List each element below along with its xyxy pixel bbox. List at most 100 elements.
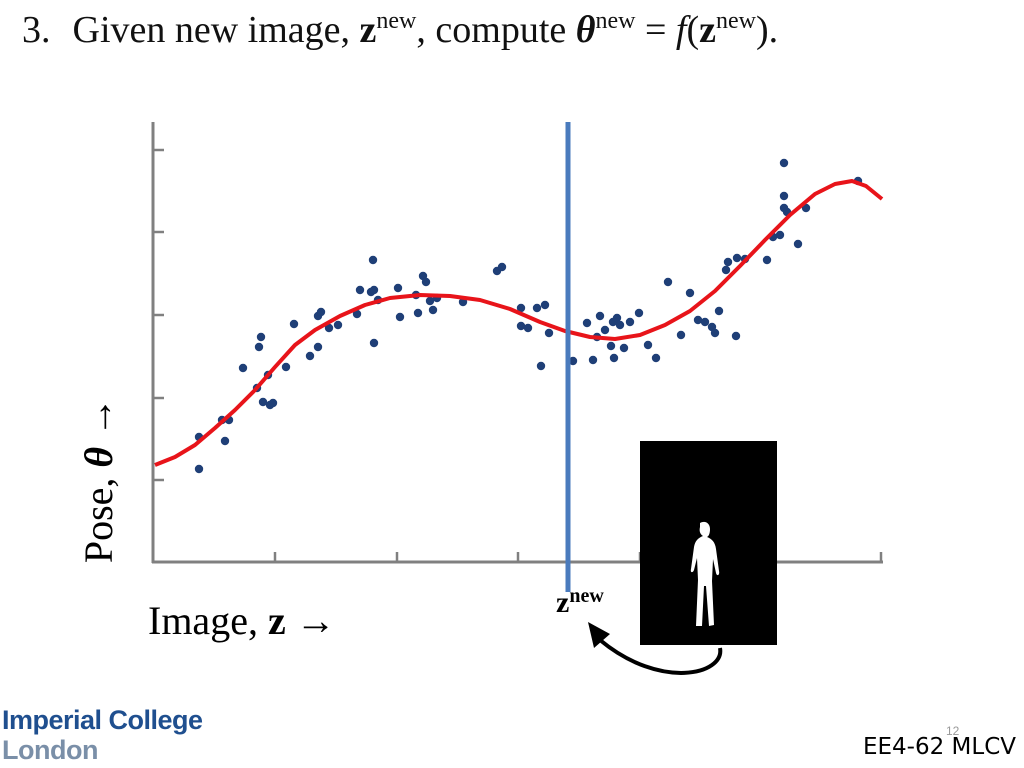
sample-dot: [395, 312, 405, 322]
sample-dot: [544, 328, 554, 338]
sample-dot: [714, 306, 724, 316]
sample-dot: [532, 303, 542, 313]
marker-label-sup: new: [569, 585, 604, 607]
slide-title: 3. Given new image, znew, compute θnew = …: [22, 8, 778, 52]
sample-dot: [606, 341, 616, 351]
y-label-text: Pose,: [76, 468, 121, 564]
sample-dot: [731, 331, 741, 341]
title-text: ).: [755, 9, 779, 51]
sample-dot: [355, 285, 365, 295]
sample-dot: [625, 317, 635, 327]
sample-dot: [609, 353, 619, 363]
sample-dot: [643, 340, 653, 350]
sample-dot: [194, 464, 204, 474]
title-text: (: [686, 9, 700, 51]
sample-dot: [685, 288, 695, 298]
title-text: z: [699, 9, 716, 51]
sample-dot: [582, 318, 592, 328]
sample-dot: [352, 309, 362, 319]
title-text: new: [716, 8, 756, 34]
title-number: 3.: [22, 9, 51, 51]
sample-dot: [663, 277, 673, 287]
sample-dot: [612, 313, 622, 323]
sample-dot: [693, 315, 703, 325]
sample-dot: [254, 342, 264, 352]
sample-dot: [516, 303, 526, 313]
sample-dot: [425, 296, 435, 306]
sample-dot: [568, 356, 578, 366]
sample-dot: [721, 265, 731, 275]
samples: [194, 158, 863, 474]
arrow-head: [588, 622, 610, 648]
sample-dot: [676, 330, 686, 340]
sample-dot: [634, 308, 644, 318]
sample-dot: [428, 305, 438, 315]
sample-dot: [220, 436, 230, 446]
title-text: new: [376, 8, 417, 34]
title-text: θ: [575, 9, 596, 51]
sample-dot: [256, 332, 266, 342]
sample-dot: [369, 338, 379, 348]
sample-dot: [793, 239, 803, 249]
title-text: f: [675, 9, 687, 51]
sample-dot: [281, 362, 291, 372]
figure: znew Image, z → Pose, θ →: [76, 122, 884, 675]
sample-dot: [540, 300, 550, 310]
y-label: Pose, θ →: [76, 397, 121, 563]
page-number: 12: [946, 724, 960, 738]
sample-dot: [775, 230, 785, 240]
course-code: EE4-62 MLCV: [862, 734, 1016, 760]
title-text: Given new image,: [72, 9, 360, 51]
sample-dot: [619, 343, 629, 353]
sample-dot: [600, 325, 610, 335]
sample-dot: [268, 398, 278, 408]
sample-dot: [516, 321, 526, 331]
y-label-arrow: →: [76, 397, 121, 447]
sample-dot: [393, 283, 403, 293]
x-label-text: Image,: [148, 598, 268, 643]
sample-dot: [651, 353, 661, 363]
sample-dot: [595, 311, 605, 321]
title-text: , compute: [416, 9, 576, 51]
sample-dot: [368, 255, 378, 265]
sample-dot: [523, 323, 533, 333]
logo: Imperial College London: [2, 705, 203, 765]
sample-dot: [421, 277, 431, 287]
sample-dot: [497, 262, 507, 272]
sample-dot: [238, 363, 248, 373]
sample-dot: [369, 285, 379, 295]
regression-curve: [154, 179, 884, 467]
marker-label-z: z: [556, 586, 569, 619]
marker-label: znew: [556, 585, 604, 619]
sample-dot: [700, 317, 710, 327]
sample-dot: [710, 328, 720, 338]
sample-dot: [779, 191, 789, 201]
sample-dot: [615, 320, 625, 330]
x-label-arrow: →: [286, 598, 336, 643]
title-text: =: [635, 9, 676, 51]
sample-dot: [289, 319, 299, 329]
sample-dot: [305, 351, 315, 361]
sample-dot: [313, 342, 323, 352]
title-text: z: [359, 9, 377, 51]
logo-line: London: [2, 735, 98, 765]
sample-dot: [258, 397, 268, 407]
sample-dot: [588, 355, 598, 365]
sample-dot: [762, 255, 772, 265]
sample-dot: [732, 253, 742, 263]
sample-dot: [779, 158, 789, 168]
x-label-z: z: [268, 598, 286, 643]
sample-dot: [723, 257, 733, 267]
y-label-theta: θ: [76, 447, 121, 468]
x-label: Image, z →: [148, 598, 336, 643]
logo-line: Imperial College: [2, 705, 203, 735]
title-text: new: [595, 8, 636, 34]
sample-dot: [316, 307, 326, 317]
silhouette: [690, 521, 720, 626]
sample-dot: [324, 323, 334, 333]
arrow: [598, 638, 723, 675]
sample-dot: [536, 361, 546, 371]
sample-dot: [333, 320, 343, 330]
